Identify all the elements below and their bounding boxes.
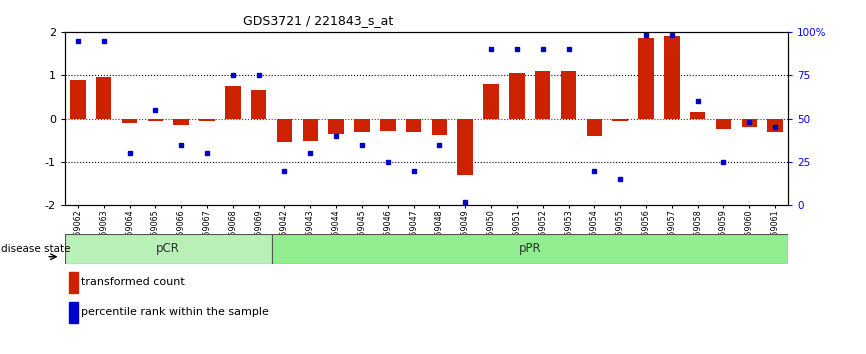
Bar xyxy=(380,119,396,131)
Bar xyxy=(122,119,137,123)
Bar xyxy=(535,71,551,119)
Bar xyxy=(431,119,447,135)
Bar xyxy=(173,119,189,125)
Bar xyxy=(251,90,267,119)
Bar xyxy=(65,234,272,264)
Bar xyxy=(406,119,422,132)
Bar xyxy=(767,119,783,132)
Bar xyxy=(96,78,112,119)
Bar xyxy=(638,38,654,119)
Bar xyxy=(272,234,788,264)
Bar xyxy=(147,119,163,121)
Bar xyxy=(302,119,318,141)
Text: percentile rank within the sample: percentile rank within the sample xyxy=(81,307,269,318)
Text: pCR: pCR xyxy=(157,242,180,255)
Bar xyxy=(664,36,680,119)
Bar xyxy=(68,272,78,292)
Text: GDS3721 / 221843_s_at: GDS3721 / 221843_s_at xyxy=(243,14,393,27)
Bar xyxy=(68,302,78,323)
Text: transformed count: transformed count xyxy=(81,277,185,287)
Text: pPR: pPR xyxy=(519,242,541,255)
Bar xyxy=(277,119,292,142)
Bar xyxy=(225,86,241,119)
Bar xyxy=(586,119,602,136)
Bar xyxy=(457,119,473,175)
Bar xyxy=(483,84,499,119)
Bar xyxy=(509,73,525,119)
Bar xyxy=(561,71,576,119)
Text: disease state: disease state xyxy=(1,244,70,254)
Bar xyxy=(690,112,706,119)
Bar xyxy=(199,119,215,121)
Bar xyxy=(328,119,344,134)
Bar xyxy=(741,119,757,127)
Bar xyxy=(715,119,731,130)
Bar xyxy=(612,119,628,121)
Bar xyxy=(354,119,370,132)
Bar xyxy=(70,80,86,119)
